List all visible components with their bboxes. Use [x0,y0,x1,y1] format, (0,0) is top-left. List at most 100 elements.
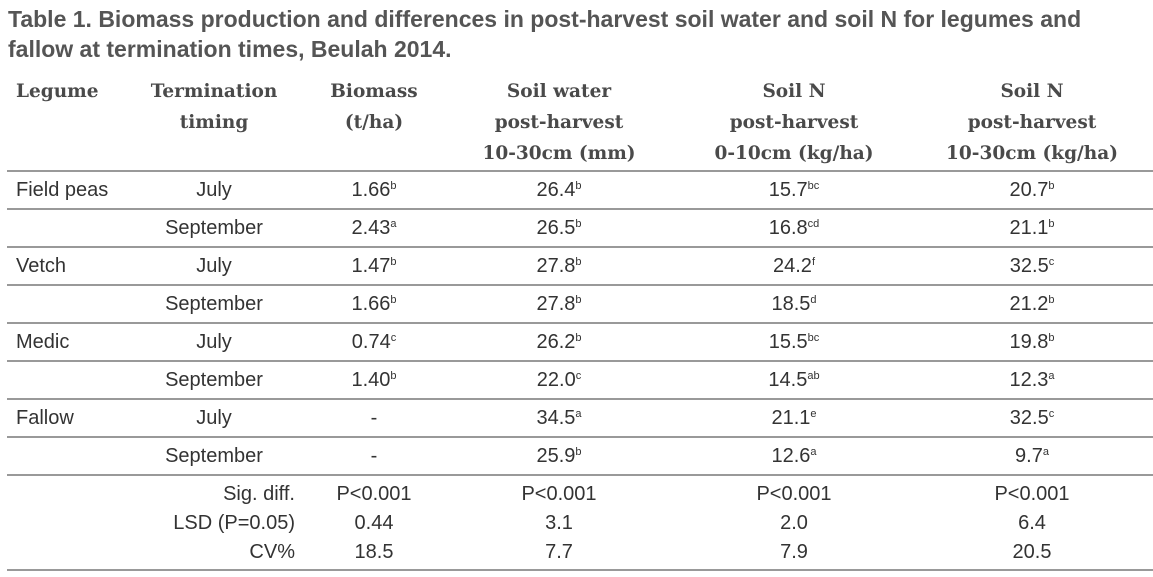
significance-letter: f [811,256,815,268]
header-line: Legume [16,81,99,102]
cell-value: 32.5 [1009,407,1049,429]
significance-letter: b [575,332,582,344]
significance-letter: b [575,294,582,306]
table-cell: - [371,399,378,437]
row-divider [7,569,1153,571]
header-line: Biomass [330,81,418,102]
table-cell: Vetch [16,247,66,285]
column-header: Biomass (t/ha) [330,76,417,169]
stat-value: 20.5 [1012,541,1052,563]
cell-value: 1.40 [351,369,391,391]
header-line: Soil N [762,81,826,102]
table-cell: 18.5d [771,285,816,323]
column-header: Termination timing [151,76,278,169]
table-cell: 1.66b [351,285,396,323]
cell-value: Field peas [16,179,109,201]
table-cell: 15.7bc [769,171,820,209]
cell-value: 22.0 [536,369,576,391]
table-cell: 21.2b [1009,285,1054,323]
cell-value: 1.47 [351,255,391,277]
cell-value: September [165,293,263,315]
cell-value: 20.7 [1009,179,1049,201]
table-cell: 26.2b [536,323,581,361]
row-divider [7,284,1153,286]
table-cell: July [196,399,232,437]
significance-letter: c [1048,256,1055,268]
cell-value: 21.1 [771,407,811,429]
table-cell: 14.5ab [768,361,819,399]
cell-value: 26.5 [536,217,576,239]
stat-value: P<0.001 [756,483,832,505]
cell-value: 1.66 [351,293,391,315]
table-cell: 1.40b [351,361,396,399]
table-cell: 21.1e [771,399,816,437]
header-line: Soil water [506,81,612,102]
stat-value: 3.1 [545,512,573,534]
cell-value: 18.5 [771,293,811,315]
row-divider [7,322,1153,324]
table-cell: 9.7a [1015,437,1049,475]
cell-value: July [196,179,232,201]
header-line: 10-30cm (mm) [482,143,636,164]
table-cell: Medic [16,323,69,361]
table-cell: 0.74c [352,323,396,361]
table-cell: 21.1b [1009,209,1054,247]
cell-value: July [196,407,232,429]
cell-value: 15.7 [768,179,808,201]
cell-value: 27.8 [536,255,576,277]
table-cell: 24.2f [773,247,815,285]
stat-value: P<0.001 [994,483,1070,505]
table-cell: 12.6a [771,437,816,475]
significance-letter: cd [807,218,820,230]
significance-letter: d [810,294,817,306]
column-header: Soil N post-harvest 0-10cm (kg/ha) [714,76,873,169]
significance-letter: b [1048,332,1055,344]
header-line: post-harvest [494,112,624,133]
table-cell: 1.47b [351,247,396,285]
significance-letter: b [1048,180,1055,192]
table-cell: September [165,285,263,323]
cell-value: 2.43 [351,217,391,239]
header-line [16,107,99,138]
header-line: timing [179,112,249,133]
significance-letter: a [390,218,397,230]
header-line: (t/ha) [344,112,404,133]
cell-value: 21.2 [1009,293,1049,315]
cell-value: 21.1 [1009,217,1049,239]
cell-value: September [165,369,263,391]
cell-value: 26.2 [536,331,576,353]
table-cell: 15.5bc [769,323,820,361]
table-cell: Field peas [16,171,108,209]
header-line [151,138,278,169]
cell-value: 0.74 [351,331,391,353]
cell-value: 12.3 [1009,369,1049,391]
significance-letter: b [390,294,397,306]
table-title: Table 1. Biomass production and differen… [8,6,1082,62]
header-line [16,138,99,169]
table-cell: 26.4b [536,171,581,209]
significance-letter: c [1048,408,1055,420]
column-header: Soil water post-harvest 10-30cm (mm) [482,76,635,169]
row-divider [7,246,1153,248]
column-header: Legume [16,76,99,169]
cell-value: September [165,217,263,239]
table-cell: July [196,247,232,285]
significance-letter: a [1048,370,1055,382]
stat-value: 6.4 [1018,512,1046,534]
table-cell: 32.5c [1010,247,1054,285]
row-divider [7,474,1153,476]
row-divider [7,398,1153,400]
stat-value: P<0.001 [336,483,412,505]
significance-letter: b [390,256,397,268]
table-cell: September [165,437,263,475]
row-divider [7,208,1153,210]
table-cell: 1.66b [351,171,396,209]
column-header: Soil N post-harvest 10-30cm (kg/ha) [946,76,1118,169]
significance-letter: a [575,408,582,420]
significance-letter: b [575,446,582,458]
cell-value: 25.9 [536,445,576,467]
cell-value: 34.5 [536,407,576,429]
header-line: post-harvest [729,112,859,133]
table-cell: 12.3a [1009,361,1054,399]
significance-letter: bc [807,180,820,192]
